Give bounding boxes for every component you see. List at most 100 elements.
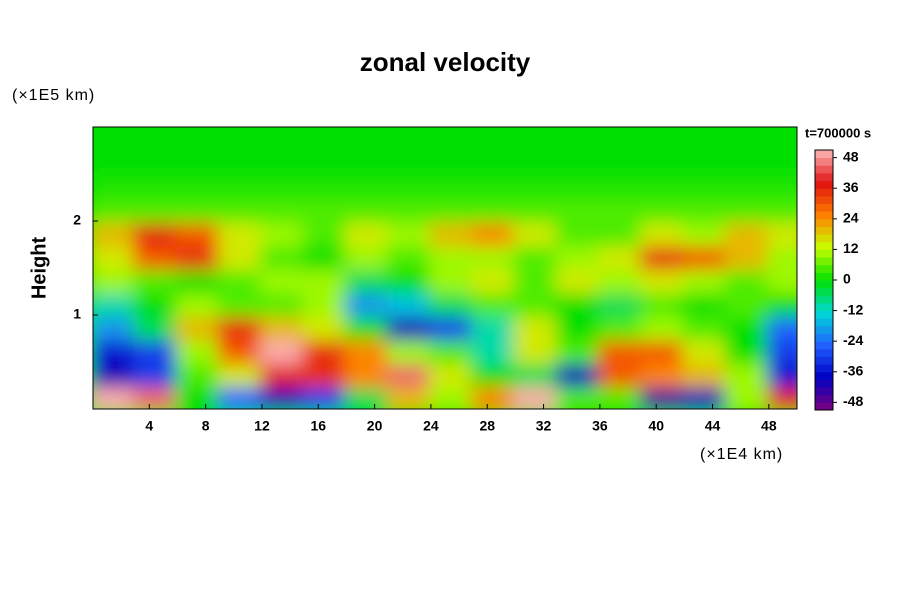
cell xyxy=(93,219,138,247)
colorbar-swatch xyxy=(815,310,833,319)
cell xyxy=(724,172,771,200)
cell xyxy=(93,148,138,176)
colorbar-tick-label: 24 xyxy=(843,210,859,226)
cell xyxy=(766,266,797,294)
cell xyxy=(724,336,771,364)
cell xyxy=(513,148,560,176)
colorbar-swatch xyxy=(815,226,833,235)
cell xyxy=(471,127,518,153)
cell xyxy=(386,289,433,317)
cell xyxy=(766,148,797,176)
colorbar-swatch xyxy=(815,302,833,312)
cell xyxy=(175,172,222,200)
cell xyxy=(724,195,771,223)
cell xyxy=(175,383,222,409)
colorbar-swatch xyxy=(815,257,833,266)
colorbar-swatch xyxy=(815,165,833,174)
cell xyxy=(217,289,264,317)
cell xyxy=(513,383,560,409)
cell xyxy=(302,172,349,200)
cell xyxy=(555,172,602,200)
cell xyxy=(555,266,602,294)
cell xyxy=(597,360,645,388)
y-tick-label: 2 xyxy=(73,212,81,228)
cell xyxy=(640,148,687,176)
cell xyxy=(93,336,138,364)
cell xyxy=(597,313,645,341)
cell xyxy=(133,148,180,176)
cell xyxy=(386,195,433,223)
cell xyxy=(766,360,797,388)
cell xyxy=(259,289,307,317)
cell xyxy=(682,148,729,176)
cell xyxy=(724,127,771,153)
colorbar-swatch xyxy=(815,387,833,396)
cell xyxy=(597,219,645,247)
x-tick-label: 48 xyxy=(761,418,777,434)
cell xyxy=(217,219,264,247)
cell xyxy=(471,172,518,200)
cell xyxy=(640,266,687,294)
cell xyxy=(555,360,602,388)
colorbar-swatch xyxy=(815,325,833,335)
cell xyxy=(682,336,729,364)
cell xyxy=(386,127,433,153)
cell xyxy=(175,195,222,223)
x-tick-label: 36 xyxy=(592,418,608,434)
colorbar-swatch xyxy=(815,241,833,250)
cell xyxy=(259,313,307,341)
cell xyxy=(555,289,602,317)
cell xyxy=(133,242,180,270)
colorbar-swatch xyxy=(815,318,833,327)
cell xyxy=(428,219,476,247)
cell xyxy=(682,313,729,341)
cell xyxy=(682,266,729,294)
colorbar-swatch xyxy=(815,295,833,304)
cell xyxy=(428,383,476,409)
cell xyxy=(724,148,771,176)
cell xyxy=(724,266,771,294)
cell xyxy=(302,127,349,153)
cell xyxy=(682,127,729,153)
cell xyxy=(640,127,687,153)
colorbar-tick-label: -24 xyxy=(843,332,863,348)
cell xyxy=(302,313,349,341)
cell xyxy=(344,313,391,341)
cell xyxy=(766,336,797,364)
colorbar-swatch xyxy=(815,203,833,212)
cell xyxy=(766,219,797,247)
colorbar-title: t=700000 s xyxy=(805,125,871,140)
x-unit: (×1E4 km) xyxy=(700,446,783,463)
cell xyxy=(133,360,180,388)
cell xyxy=(724,313,771,341)
colorbar-swatch xyxy=(815,341,833,350)
cell xyxy=(344,242,391,270)
cell xyxy=(133,336,180,364)
cell xyxy=(597,148,645,176)
cell xyxy=(344,127,391,153)
colorbar-tick-label: 0 xyxy=(843,271,851,287)
y-tick-label: 1 xyxy=(73,306,81,322)
cell xyxy=(766,242,797,270)
x-tick-label: 40 xyxy=(648,418,664,434)
cell xyxy=(471,195,518,223)
cell xyxy=(302,242,349,270)
cell xyxy=(217,195,264,223)
colorbar-swatch xyxy=(815,211,833,220)
cell xyxy=(640,172,687,200)
cell xyxy=(302,266,349,294)
cell xyxy=(724,219,771,247)
cell xyxy=(133,195,180,223)
cell xyxy=(302,289,349,317)
cell xyxy=(555,195,602,223)
cell xyxy=(471,148,518,176)
cell xyxy=(259,195,307,223)
cell xyxy=(428,336,476,364)
cell xyxy=(93,383,138,409)
cell xyxy=(513,313,560,341)
cell xyxy=(513,266,560,294)
cell xyxy=(682,172,729,200)
colorbar-swatch xyxy=(815,172,833,182)
cell xyxy=(259,383,307,409)
